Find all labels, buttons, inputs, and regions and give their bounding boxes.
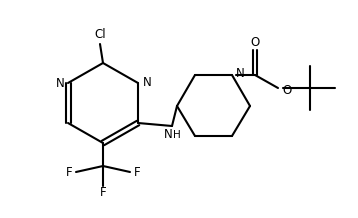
Text: F: F (66, 165, 72, 179)
Text: N: N (164, 128, 172, 141)
Text: N: N (142, 75, 151, 89)
Text: O: O (282, 83, 292, 97)
Text: F: F (100, 186, 106, 199)
Text: O: O (250, 36, 260, 48)
Text: F: F (134, 165, 140, 179)
Text: N: N (236, 66, 245, 80)
Text: N: N (55, 77, 64, 90)
Text: H: H (173, 130, 181, 140)
Text: Cl: Cl (94, 27, 106, 41)
